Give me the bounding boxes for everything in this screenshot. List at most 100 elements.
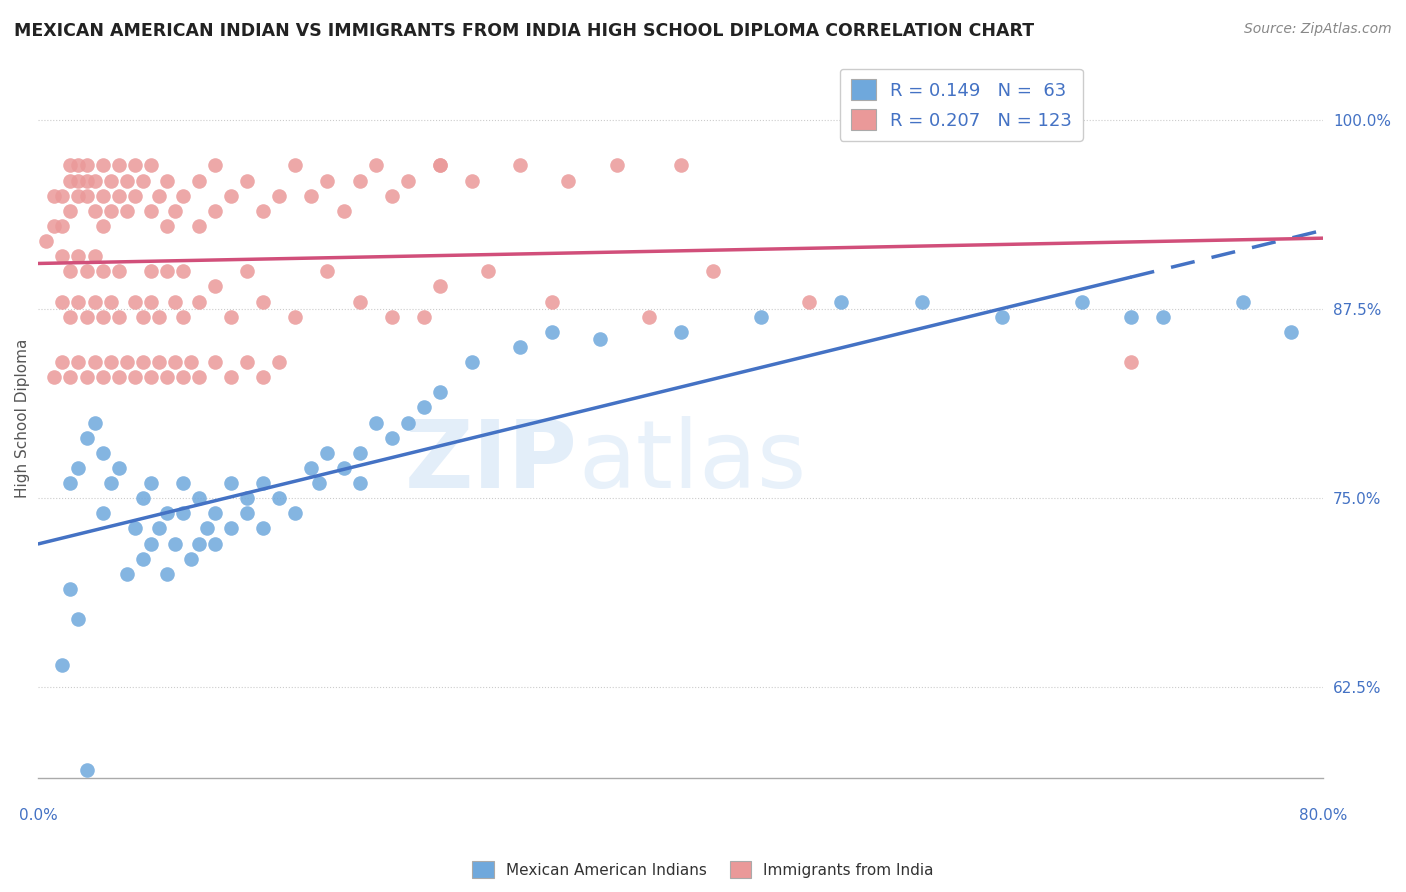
Point bbox=[51, 657, 73, 672]
Point bbox=[76, 764, 98, 778]
Point bbox=[1279, 325, 1302, 339]
Point bbox=[139, 158, 162, 172]
Point bbox=[364, 158, 387, 172]
Point bbox=[252, 203, 274, 218]
Point bbox=[59, 476, 82, 491]
Point bbox=[156, 264, 179, 278]
Point bbox=[219, 476, 242, 491]
Point bbox=[124, 188, 146, 202]
Point bbox=[100, 203, 122, 218]
Point bbox=[51, 219, 73, 233]
Point bbox=[204, 536, 226, 550]
Point bbox=[83, 249, 105, 263]
Point bbox=[83, 294, 105, 309]
Point bbox=[163, 355, 186, 369]
Point bbox=[429, 279, 451, 293]
Point bbox=[91, 219, 114, 233]
Point bbox=[148, 355, 170, 369]
Point bbox=[299, 188, 322, 202]
Point bbox=[396, 416, 419, 430]
Point bbox=[349, 446, 371, 460]
Point bbox=[188, 491, 211, 505]
Point bbox=[204, 506, 226, 520]
Point bbox=[59, 582, 82, 596]
Point bbox=[1119, 310, 1142, 324]
Point bbox=[139, 370, 162, 384]
Point bbox=[76, 173, 98, 187]
Text: MEXICAN AMERICAN INDIAN VS IMMIGRANTS FROM INDIA HIGH SCHOOL DIPLOMA CORRELATION: MEXICAN AMERICAN INDIAN VS IMMIGRANTS FR… bbox=[14, 22, 1035, 40]
Point bbox=[100, 476, 122, 491]
Point bbox=[219, 521, 242, 535]
Point bbox=[59, 203, 82, 218]
Point bbox=[107, 461, 129, 475]
Point bbox=[429, 385, 451, 400]
Point bbox=[83, 416, 105, 430]
Point bbox=[51, 249, 73, 263]
Point bbox=[219, 370, 242, 384]
Point bbox=[284, 310, 307, 324]
Point bbox=[381, 310, 404, 324]
Point bbox=[156, 566, 179, 581]
Point bbox=[236, 173, 259, 187]
Point bbox=[76, 370, 98, 384]
Point bbox=[51, 294, 73, 309]
Point bbox=[124, 521, 146, 535]
Point bbox=[669, 325, 692, 339]
Point bbox=[115, 173, 138, 187]
Text: 0.0%: 0.0% bbox=[18, 808, 58, 823]
Text: ZIP: ZIP bbox=[405, 416, 578, 508]
Point bbox=[332, 461, 354, 475]
Point bbox=[308, 476, 330, 491]
Point bbox=[67, 461, 90, 475]
Point bbox=[236, 491, 259, 505]
Point bbox=[1119, 355, 1142, 369]
Point bbox=[381, 188, 404, 202]
Point bbox=[115, 566, 138, 581]
Point bbox=[76, 188, 98, 202]
Point bbox=[163, 536, 186, 550]
Point bbox=[67, 612, 90, 626]
Point bbox=[702, 264, 724, 278]
Point bbox=[461, 355, 484, 369]
Point bbox=[204, 279, 226, 293]
Point bbox=[59, 370, 82, 384]
Point bbox=[163, 203, 186, 218]
Point bbox=[139, 203, 162, 218]
Point bbox=[911, 294, 934, 309]
Point bbox=[284, 158, 307, 172]
Point bbox=[91, 158, 114, 172]
Point bbox=[67, 355, 90, 369]
Point bbox=[67, 158, 90, 172]
Point bbox=[195, 521, 218, 535]
Point bbox=[51, 188, 73, 202]
Point bbox=[163, 294, 186, 309]
Point bbox=[316, 264, 339, 278]
Point bbox=[139, 294, 162, 309]
Point bbox=[67, 249, 90, 263]
Point bbox=[59, 310, 82, 324]
Point bbox=[76, 431, 98, 445]
Point bbox=[100, 173, 122, 187]
Point bbox=[132, 355, 155, 369]
Point bbox=[172, 310, 194, 324]
Point bbox=[332, 203, 354, 218]
Point bbox=[76, 158, 98, 172]
Point bbox=[252, 476, 274, 491]
Point bbox=[188, 536, 211, 550]
Point bbox=[76, 310, 98, 324]
Point bbox=[541, 294, 564, 309]
Point bbox=[269, 355, 291, 369]
Point bbox=[429, 158, 451, 172]
Point bbox=[132, 491, 155, 505]
Point bbox=[156, 219, 179, 233]
Point bbox=[156, 506, 179, 520]
Point bbox=[107, 370, 129, 384]
Legend: R = 0.149   N =  63, R = 0.207   N = 123: R = 0.149 N = 63, R = 0.207 N = 123 bbox=[839, 69, 1083, 141]
Point bbox=[115, 203, 138, 218]
Y-axis label: High School Diploma: High School Diploma bbox=[15, 339, 30, 499]
Point bbox=[188, 294, 211, 309]
Point bbox=[91, 446, 114, 460]
Point bbox=[132, 551, 155, 566]
Point bbox=[509, 158, 531, 172]
Point bbox=[219, 188, 242, 202]
